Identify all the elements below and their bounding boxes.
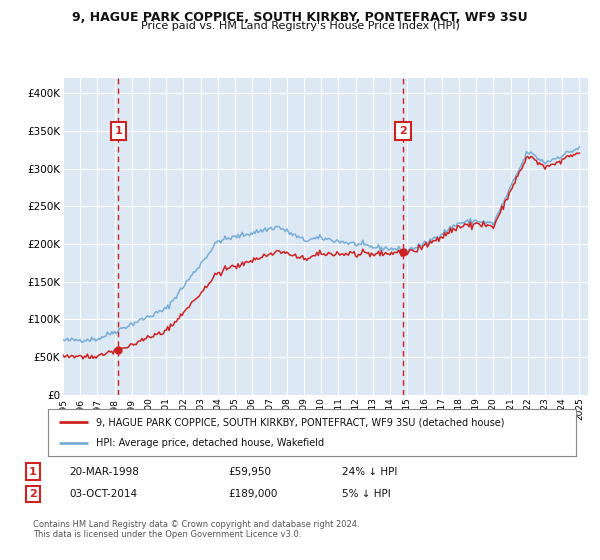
Text: 9, HAGUE PARK COPPICE, SOUTH KIRKBY, PONTEFRACT, WF9 3SU (detached house): 9, HAGUE PARK COPPICE, SOUTH KIRKBY, PON…: [95, 417, 504, 427]
Text: Contains HM Land Registry data © Crown copyright and database right 2024.
This d: Contains HM Land Registry data © Crown c…: [33, 520, 359, 539]
Text: HPI: Average price, detached house, Wakefield: HPI: Average price, detached house, Wake…: [95, 438, 323, 448]
Text: 20-MAR-1998: 20-MAR-1998: [69, 466, 139, 477]
Text: £59,950: £59,950: [228, 466, 271, 477]
Text: 1: 1: [29, 466, 37, 477]
Text: 24% ↓ HPI: 24% ↓ HPI: [342, 466, 397, 477]
Text: 03-OCT-2014: 03-OCT-2014: [69, 489, 137, 499]
Text: 9, HAGUE PARK COPPICE, SOUTH KIRKBY, PONTEFRACT, WF9 3SU: 9, HAGUE PARK COPPICE, SOUTH KIRKBY, PON…: [72, 11, 528, 24]
Text: 1: 1: [115, 126, 122, 136]
Text: Price paid vs. HM Land Registry's House Price Index (HPI): Price paid vs. HM Land Registry's House …: [140, 21, 460, 31]
Text: 2: 2: [29, 489, 37, 499]
Text: 5% ↓ HPI: 5% ↓ HPI: [342, 489, 391, 499]
Text: 2: 2: [399, 126, 407, 136]
Text: £189,000: £189,000: [228, 489, 277, 499]
